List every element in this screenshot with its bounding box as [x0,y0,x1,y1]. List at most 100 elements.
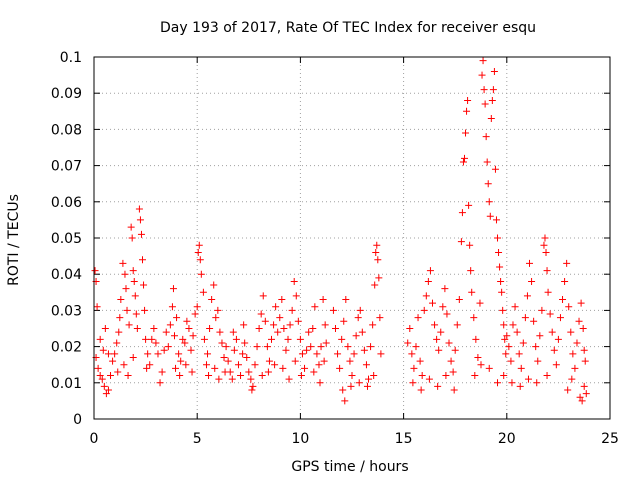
data-point [128,234,136,242]
data-point [516,382,524,390]
data-point [146,361,154,369]
data-point [495,248,503,256]
data-point [197,270,205,278]
data-point [245,368,253,376]
data-point [431,321,439,329]
data-point [166,321,174,329]
data-point [441,285,449,293]
y-tick-label: 0.03 [51,303,82,319]
data-point [169,285,177,293]
data-point [202,361,210,369]
data-point [479,57,487,65]
data-point [215,375,223,383]
data-point [340,317,348,325]
data-point [278,296,286,304]
data-point [472,335,480,343]
x-tick-label: 15 [395,431,413,447]
data-point [228,375,236,383]
data-point [571,364,579,372]
data-point [195,241,203,249]
data-point [158,368,166,376]
data-point [123,306,131,314]
data-point [463,107,471,115]
data-point [360,346,368,354]
data-point [578,397,586,405]
data-point [99,346,107,354]
data-point [315,361,323,369]
data-point [523,292,531,300]
data-point [581,357,589,365]
data-point [476,299,484,307]
data-point [538,306,546,314]
data-point [524,375,532,383]
data-point [259,292,267,300]
data-point [347,382,355,390]
data-point [305,328,313,336]
data-point [414,314,422,322]
data-point [218,339,226,347]
data-point [249,382,257,390]
data-point [271,361,279,369]
x-tick-label: 25 [601,431,619,447]
data-point [428,299,436,307]
data-point [133,325,141,332]
grid-lines [94,57,610,419]
data-point [543,372,551,380]
data-point [127,223,135,231]
data-point [120,361,128,369]
data-point [263,343,271,351]
data-point [91,267,99,275]
data-point [292,292,300,300]
data-point [216,328,224,336]
data-point [467,267,475,275]
data-point [533,379,541,387]
data-point [434,382,442,390]
data-point [371,281,379,289]
data-point [204,350,212,358]
data-point [346,357,354,365]
data-point [288,306,296,314]
data-point [96,372,104,380]
data-point [580,382,588,390]
data-point [544,288,552,296]
data-point [168,303,176,311]
data-point [285,375,293,383]
data-point [577,299,585,307]
data-point [534,357,542,365]
data-point [451,346,459,354]
data-point [543,267,551,275]
y-tick-label: 0.07 [51,159,82,175]
data-point [194,248,202,256]
data-point [142,335,150,343]
data-point [100,382,108,390]
data-point [339,386,347,394]
data-point [465,201,473,209]
data-point [310,368,318,376]
data-point [517,364,525,372]
data-point [199,288,207,296]
data-point [130,277,138,285]
data-point [122,285,130,293]
data-point [449,368,457,376]
data-point [556,314,564,322]
data-point [111,350,119,358]
data-point [501,335,509,343]
data-point [358,328,366,336]
data-point [442,372,450,380]
data-point [316,379,324,387]
data-point [433,335,441,343]
data-point [143,364,151,372]
data-point [494,379,502,387]
data-point [265,357,273,365]
data-point [502,350,510,358]
data-point [487,115,495,123]
data-point [470,314,478,322]
data-point [417,386,425,394]
data-point [284,335,292,343]
data-point [248,386,256,394]
data-point [455,296,463,304]
data-point [317,343,325,351]
data-point [137,230,145,238]
data-point [261,317,269,325]
data-point [212,314,220,322]
